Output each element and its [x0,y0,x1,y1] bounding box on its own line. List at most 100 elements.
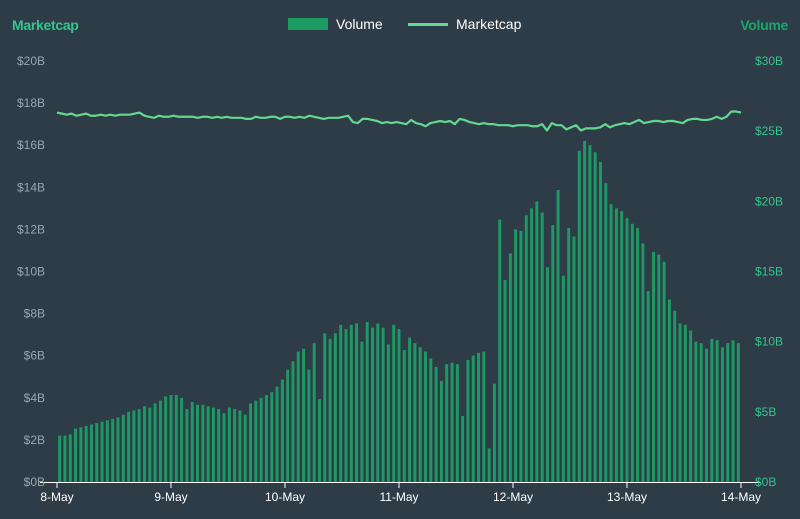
volume-bar [556,190,560,483]
volume-bar [434,366,438,482]
volume-bar [689,330,693,482]
x-tick-label: 9-May [154,490,187,504]
volume-bar [63,435,67,482]
volume-bar [487,448,491,482]
left-tick-label: $14B [17,180,45,194]
volume-bar [455,364,459,482]
volume-bar [397,329,401,482]
volume-bar [413,343,417,482]
left-tick-label: $0B [24,475,45,489]
volume-bar [625,218,629,483]
right-tick-label: $10B [755,335,783,349]
volume-bar [116,417,120,482]
volume-bar [127,411,131,482]
volume-bar [243,414,247,482]
legend-item-marketcap[interactable]: Marketcap [408,16,521,32]
volume-bar [185,409,189,482]
volume-bar [201,404,205,482]
volume-bar [402,350,406,482]
left-tick-label: $16B [17,138,45,152]
volume-bar [646,291,650,482]
volume-bar [466,359,470,482]
volume-bar [652,251,655,482]
volume-bar [264,394,268,482]
volume-bar [84,425,88,482]
volume-bar [588,145,592,482]
volume-bar [318,399,321,482]
volume-bar [471,355,475,482]
volume-bar [95,423,99,482]
volume-bar [694,341,698,482]
volume-bar [312,343,316,482]
volume-bar [620,211,624,482]
marketcap-line-group [56,110,742,132]
volume-bar [535,201,539,482]
volume-bar [180,397,184,482]
volume-bar [355,323,359,482]
volume-bars [58,140,740,483]
x-tick-label: 11-May [379,490,418,504]
right-axis-title: Volume [740,17,788,33]
volume-bar [206,406,210,482]
volume-bar [408,337,412,482]
volume-bar [731,340,735,482]
volume-bar [630,223,634,483]
volume-bar [508,253,512,482]
volume-bar [439,380,443,482]
volume-bar [227,407,231,482]
volume-bar [673,310,677,482]
volume-bar [572,236,576,482]
volume-bar [699,343,703,482]
volume-bar [360,341,364,482]
volume-bar [705,348,708,482]
volume-bar [609,204,613,482]
volume-bar [280,379,284,482]
right-tick-label: $20B [755,194,783,208]
volume-bar [302,348,306,482]
legend-item-volume[interactable]: Volume [288,16,383,32]
left-axis-ticks: $0B $2B $4B $6B $8B $10B $12B $14B $16B $18B $20B [17,54,45,489]
volume-bar [482,351,486,482]
volume-bar [307,369,311,482]
volume-bar [604,183,608,482]
right-tick-label: $15B [755,265,783,279]
volume-bar [392,324,396,482]
volume-bar [492,383,496,482]
volume-bar [164,396,168,482]
left-tick-label: $18B [17,96,45,110]
volume-bar [424,351,427,482]
volume-bar [196,404,199,482]
volume-bar [344,329,348,482]
volume-bar [678,323,682,482]
volume-bar [249,403,252,482]
left-tick-label: $4B [24,391,45,405]
volume-bar [222,413,226,482]
volume-bar [429,358,433,482]
volume-bar [121,414,125,482]
volume-bar [667,299,671,482]
volume-bar [132,410,136,482]
volume-bar [503,279,507,482]
volume-bar [286,369,290,482]
volume-bar [530,208,534,482]
volume-bar [270,392,274,482]
volume-bar [339,324,343,482]
volume-bar [333,333,337,482]
volume-bar [137,409,141,482]
volume-bar [736,343,740,482]
volume-bar [683,324,687,482]
right-tick-label: $0B [755,475,776,489]
volume-bar [662,261,666,482]
volume-bar [461,416,465,482]
volume-bar [386,344,390,482]
volume-bar [641,243,645,482]
volume-swatch-icon [288,18,328,30]
volume-bar [546,267,549,482]
x-axis-ticks: 8-May 9-May 10-May 11-May 12-May 13-May 14-May [40,482,761,504]
volume-bar [551,225,555,482]
x-tick-label: 13-May [607,490,647,504]
volume-bar [445,364,449,482]
volume-bar [275,386,279,482]
volume-bar [561,275,565,482]
volume-bar [169,394,173,482]
